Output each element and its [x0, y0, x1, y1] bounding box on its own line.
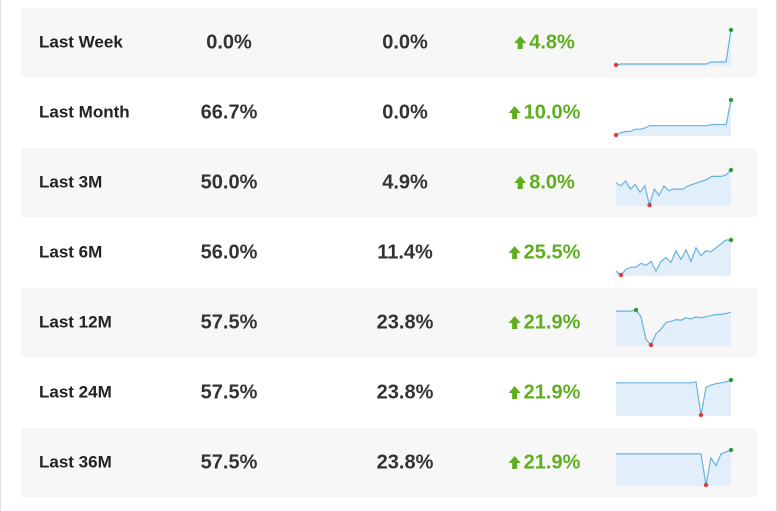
period-label: Last Week	[39, 32, 123, 51]
percent-value: 11.4%	[377, 241, 433, 263]
percent-value: 57.5%	[201, 451, 258, 473]
max-point	[728, 97, 734, 103]
change-value: 21.9%	[524, 311, 581, 333]
min-point	[647, 202, 652, 208]
min-point	[618, 272, 624, 278]
percent-value: 23.8%	[377, 381, 434, 403]
period-label: Last 36M	[39, 452, 112, 471]
min-point	[613, 62, 619, 68]
percent-value: 23.8%	[377, 311, 434, 333]
sparkline-area	[616, 170, 731, 206]
change-value: 21.9%	[524, 381, 581, 403]
percent-value: 66.7%	[201, 101, 258, 123]
sparkline-area	[616, 100, 731, 136]
up-arrow	[508, 386, 521, 399]
sparkline-area	[616, 380, 731, 416]
sparkline-line	[615, 99, 732, 136]
change-value: 8.0%	[529, 171, 575, 193]
percent-value: 0.0%	[206, 31, 252, 53]
period-label: Last 6M	[39, 242, 102, 261]
period-label: Last 12M	[39, 312, 112, 331]
up-arrow	[514, 36, 527, 49]
max-point	[728, 447, 734, 453]
min-point	[703, 482, 709, 488]
min-point	[613, 132, 619, 138]
sparkline-line	[615, 239, 731, 276]
min-point	[698, 412, 704, 418]
percent-value: 4.9%	[382, 171, 428, 193]
up-arrow	[508, 456, 521, 469]
percent-value: 0.0%	[382, 31, 428, 53]
max-point	[728, 27, 734, 33]
change-value: 10.0%	[524, 101, 581, 123]
max-point	[633, 307, 639, 313]
change-value: 4.8%	[529, 31, 575, 53]
period-label: Last 3M	[39, 172, 102, 191]
percent-value: 50.0%	[201, 171, 258, 193]
change-value: 25.5%	[524, 241, 581, 263]
sparkline-area	[616, 450, 731, 486]
min-point	[648, 342, 654, 348]
change-value: 21.9%	[524, 451, 581, 473]
max-point	[728, 237, 734, 243]
percent-value: 57.5%	[201, 381, 258, 403]
up-arrow	[508, 246, 521, 259]
sparkline-line	[616, 449, 732, 486]
percent-value: 23.8%	[377, 451, 434, 473]
up-arrow	[514, 176, 527, 189]
percent-value: 57.5%	[201, 311, 258, 333]
sparkline-area	[616, 310, 731, 346]
up-arrow	[508, 106, 521, 119]
period-label: Last Month	[39, 102, 130, 121]
percent-value: 56.0%	[201, 241, 258, 263]
max-point	[728, 377, 734, 383]
sparkline-line	[615, 29, 732, 66]
up-arrow	[508, 316, 521, 329]
max-point	[728, 167, 734, 173]
period-label: Last 24M	[39, 382, 112, 401]
percent-value: 0.0%	[382, 101, 428, 123]
sparkline-line	[616, 379, 732, 416]
sparkline-line	[615, 169, 732, 208]
